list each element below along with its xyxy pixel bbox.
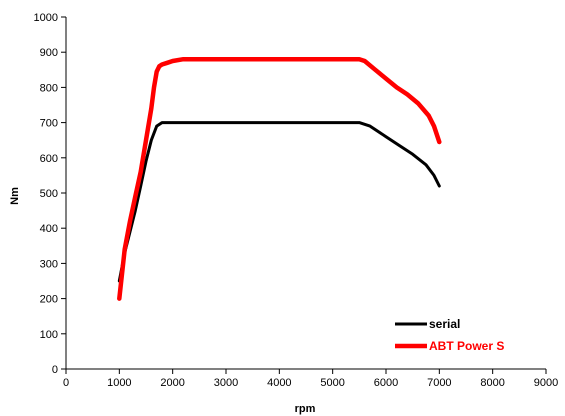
y-tick-label: 1000 (34, 12, 58, 24)
series-line-abt-power-s (117, 56, 442, 301)
x-tick-label: 4000 (267, 377, 291, 389)
x-tick-label: 9000 (534, 377, 558, 389)
x-tick-label: 2000 (160, 377, 184, 389)
legend-label: ABT Power S (429, 339, 504, 353)
y-tick-label: 900 (40, 47, 58, 59)
series-layer (117, 56, 442, 301)
x-axis-ticks: 0 1000 2000 3000 4000 5000 6000 7000 8000 9000 (63, 369, 558, 389)
y-axis-title: Nm (9, 187, 21, 205)
x-tick-label: 6000 (374, 377, 398, 389)
y-tick-label: 200 (40, 294, 58, 306)
y-tick-label: 600 (40, 153, 58, 165)
y-axis-ticks: 0 100 200 300 400 500 600 700 800 900 1000 (34, 12, 66, 376)
y-tick-label: 800 (40, 82, 58, 94)
y-tick-label: 0 (52, 364, 58, 376)
legend-label: serial (429, 317, 460, 331)
x-tick-label: 5000 (320, 377, 344, 389)
legend: serial ABT Power S (395, 317, 504, 353)
x-tick-label: 0 (63, 377, 69, 389)
y-tick-label: 700 (40, 118, 58, 130)
x-tick-label: 3000 (214, 377, 238, 389)
x-tick-label: 1000 (107, 377, 131, 389)
series-line-serial (117, 121, 441, 283)
x-tick-label: 7000 (427, 377, 451, 389)
y-tick-label: 500 (40, 188, 58, 200)
y-tick-label: 300 (40, 258, 58, 270)
y-tick-label: 100 (40, 329, 58, 341)
y-tick-label: 400 (40, 223, 58, 235)
plot-area: 0 100 200 300 400 500 600 700 800 900 1000 0 1000 20… (34, 12, 559, 389)
x-axis-title: rpm (295, 403, 316, 415)
x-tick-label: 8000 (480, 377, 504, 389)
